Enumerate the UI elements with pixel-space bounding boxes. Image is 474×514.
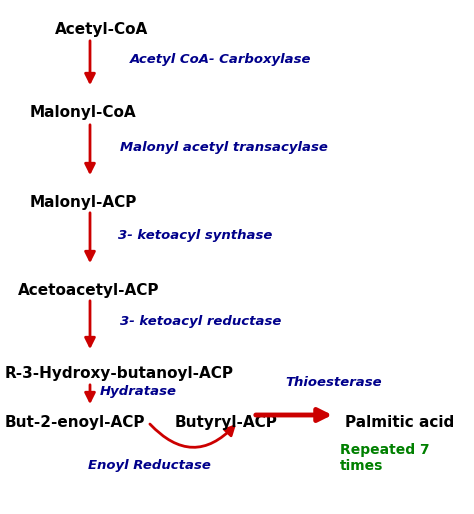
Text: But-2-enoyl-ACP: But-2-enoyl-ACP <box>5 415 146 430</box>
Text: Repeated 7
times: Repeated 7 times <box>340 443 429 473</box>
Text: Malonyl-CoA: Malonyl-CoA <box>30 105 137 120</box>
Text: Thioesterase: Thioesterase <box>285 376 382 389</box>
Text: Acetyl-CoA: Acetyl-CoA <box>55 22 148 37</box>
Text: Acetyl CoA- Carboxylase: Acetyl CoA- Carboxylase <box>130 53 311 66</box>
Text: Butyryl-ACP: Butyryl-ACP <box>175 415 278 430</box>
Text: Palmitic acid: Palmitic acid <box>345 415 454 430</box>
Text: R-3-Hydroxy-butanoyl-ACP: R-3-Hydroxy-butanoyl-ACP <box>5 366 234 381</box>
Text: Enoyl Reductase: Enoyl Reductase <box>88 460 211 472</box>
Text: 3- ketoacyl reductase: 3- ketoacyl reductase <box>120 316 282 328</box>
Text: Acetoacetyl-ACP: Acetoacetyl-ACP <box>18 283 159 298</box>
Text: 3- ketoacyl synthase: 3- ketoacyl synthase <box>118 229 273 243</box>
Text: Hydratase: Hydratase <box>100 386 177 398</box>
Text: Malonyl-ACP: Malonyl-ACP <box>30 195 137 210</box>
FancyArrowPatch shape <box>150 424 234 447</box>
Text: Malonyl acetyl transacylase: Malonyl acetyl transacylase <box>120 141 328 155</box>
